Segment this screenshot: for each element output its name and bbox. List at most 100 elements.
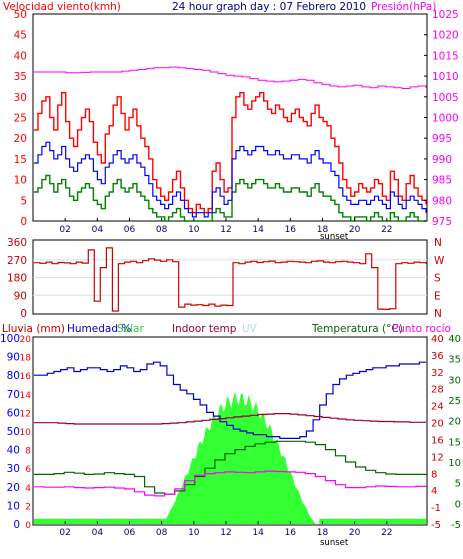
solar-ytick-label: 2 [25,502,31,512]
temp-ytick-label: 32 [431,368,444,379]
wind-xtick-label: 20 [349,225,361,235]
direction-ytick-label: 180 [7,273,27,285]
rain-ytick-label: 100 [0,333,20,345]
temp2-ytick-label: 35 [448,355,461,366]
legend-uv: UV [242,323,258,335]
temp-ytick-label: 12 [431,452,444,463]
wind-xtick-label: 10 [188,225,200,235]
solar-ytick-label: 12 [20,409,31,419]
pressure-ytick-label: 975 [432,216,452,228]
temp-ytick-label: 36 [431,351,444,362]
wind-ytick-label: 10 [14,175,27,187]
solar-ytick-label: 4 [25,484,31,494]
legend-humidity: Humedad % [67,323,131,335]
direction-compass-label: W [434,255,445,267]
sunset-label-bottom: sunset [320,538,349,548]
wind-avg-series [34,141,427,218]
temp2-ytick-label: 15 [448,437,461,448]
climate-xtick-label: 12 [220,528,231,538]
solar-ytick-label: 18 [20,354,32,364]
wind-ytick-label: 35 [14,71,27,83]
temp-ytick-label: -1 [431,503,441,514]
rain-ytick-label: 80 [7,370,20,382]
indoor-temp-series [34,413,426,425]
wind-ytick-label: 0 [20,216,27,228]
solar-ytick-label: 16 [20,372,32,382]
pressure-ytick-label: 1005 [432,92,459,104]
wind-ytick-label: 30 [14,92,27,104]
temp-ytick-label: 16 [431,435,444,446]
temp2-ytick-label: 40 [448,334,461,345]
climate-xtick-label: 14 [252,528,264,538]
temp-ytick-label: 4 [431,486,437,497]
temp-ytick-label: 24 [431,402,444,413]
direction-series [34,247,427,312]
sunset-label-top: sunset [320,232,349,242]
pressure-ytick-label: 995 [432,133,452,145]
temp2-ytick-label: 10 [448,458,461,469]
pressure-ytick-label: 985 [432,175,452,187]
legend-indoor: Indoor temp [172,323,237,335]
legend-temperature: Temperatura (°C) [311,323,403,335]
wind-xtick-label: 04 [92,225,104,235]
climate-xtick-label: 10 [188,528,200,538]
rain-ytick-label: 40 [7,445,20,457]
climate-xtick-label: 22 [381,528,392,538]
rain-bar-right [319,518,426,524]
direction-compass-label: N [434,237,442,249]
temp-ytick-label: 20 [431,419,444,430]
pressure-ytick-label: 1000 [432,113,459,125]
wind-panel-frame [32,13,428,222]
solar-ytick-label: 14 [20,391,32,401]
temp2-ytick-label: 5 [455,479,461,490]
dewpoint-series [34,470,427,497]
direction-ytick-label: 0 [20,308,27,320]
climate-xtick-label: 06 [124,528,136,538]
wind-ytick-label: 5 [20,195,27,207]
rain-ytick-label: 10 [7,500,20,512]
direction-compass-label: S [434,273,441,285]
climate-xtick-label: 04 [92,528,104,538]
rain-ytick-label: 50 [7,426,20,438]
wind-xtick-label: 16 [285,225,297,235]
direction-ytick-label: 270 [7,255,27,267]
wind-ytick-label: 20 [14,133,27,145]
rain-ytick-label: 30 [7,463,20,475]
legend-solar: Solar [117,323,144,335]
pressure-series [34,66,427,89]
temp-ytick-label: 40 [431,334,444,345]
legend-dewpoint: Punto rocío [392,323,451,335]
solar-area [161,391,316,524]
climate-xtick-label: 16 [285,528,297,538]
climate-xtick-label: 18 [317,528,329,538]
wind-low-series [34,174,426,222]
chart-title: 24 hour graph day : 07 Febrero 2010 [172,1,366,13]
temp2-ytick-label: 30 [448,375,461,386]
temp-ytick-label: -5 [431,520,441,531]
climate-xtick-label: 08 [156,528,168,538]
rain-ytick-label: 70 [7,389,20,401]
rain-bar-left [34,518,167,524]
rain-ytick-label: 0 [13,519,20,531]
wind-ytick-label: 15 [14,154,27,166]
wind-xtick-label: 06 [124,225,136,235]
pressure-ytick-label: 980 [432,195,452,207]
temp2-ytick-label: 25 [448,396,461,407]
direction-ytick-label: 90 [14,290,27,302]
temp2-ytick-label: 0 [455,499,461,510]
solar-ytick-label: 8 [25,447,31,457]
wind-ytick-label: 45 [14,30,27,42]
legend-rain: Lluvia (mm) [2,323,65,335]
pressure-ytick-label: 990 [432,154,452,166]
wind-xtick-label: 02 [59,225,70,235]
pressure-ytick-label: 1010 [432,71,459,83]
wind-xtick-label: 12 [220,225,231,235]
solar-ytick-label: 6 [25,465,31,475]
wind-xtick-label: 08 [156,225,168,235]
direction-ytick-label: 360 [7,237,27,249]
wind-ytick-label: 40 [14,50,27,62]
temp2-ytick-label: -5 [451,520,461,531]
pressure-ytick-label: 1020 [432,30,459,42]
